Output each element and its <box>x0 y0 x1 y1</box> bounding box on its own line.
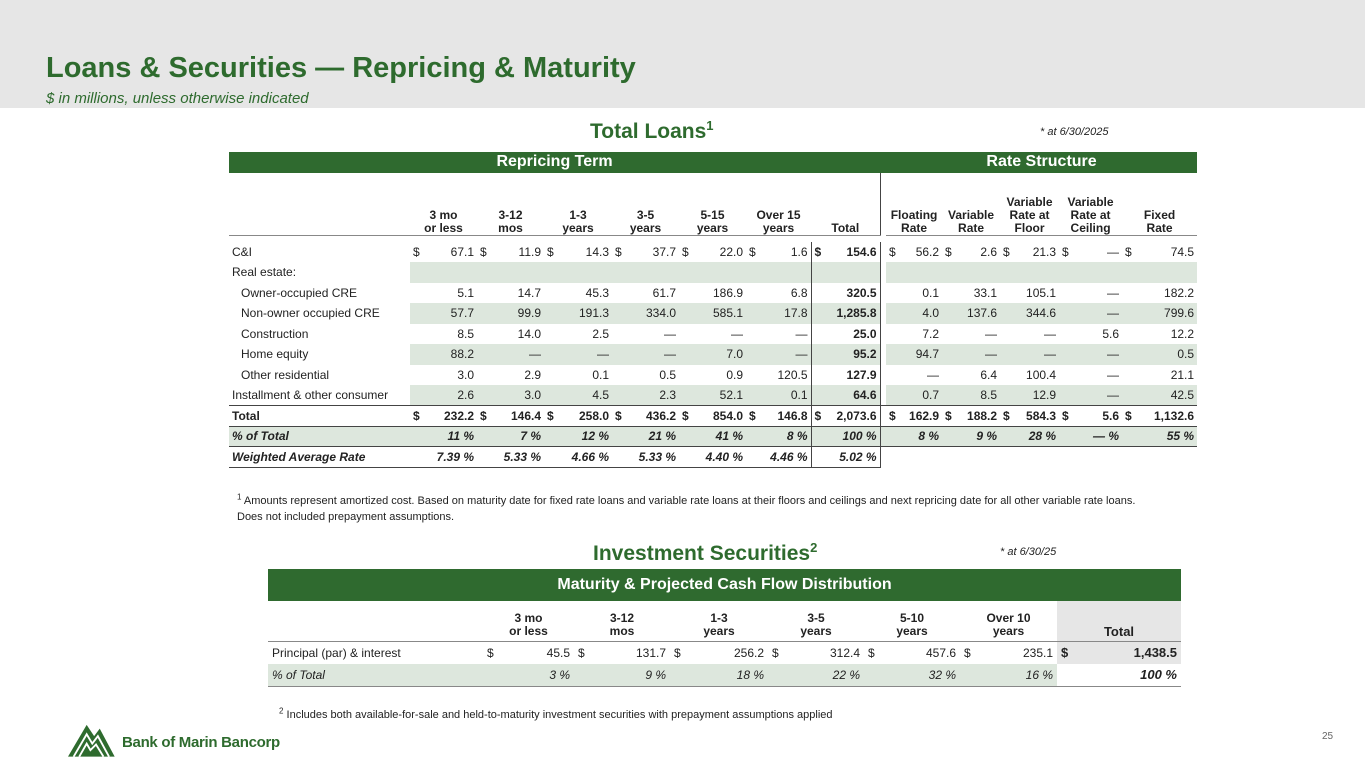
investments-table: Maturity & Projected Cash Flow Distribut… <box>268 569 1181 687</box>
table-row: % of Total 3 % 9 % 18 % 22 % 32 % 16 % 1… <box>268 664 1181 687</box>
page-number: 25 <box>1322 731 1334 742</box>
table-row: Installment & other consumer 2.6 3.0 4.5 2.… <box>229 385 1198 406</box>
repricing-term-header: Repricing Term <box>229 152 881 173</box>
inv-col-1-3yrs: 1-3 years <box>670 601 768 642</box>
loans-footnote: 1 Amounts represent amortized cost. Base… <box>237 492 1136 523</box>
weighted-avg-rate-row: Weighted Average Rate 7.39 % 5.33 % 4.66 %… <box>229 446 1198 468</box>
header-band <box>0 0 1365 108</box>
table-row: Real estate: <box>229 262 1198 283</box>
col-over15yrs: Over 15 years <box>746 172 811 236</box>
col-3-12mos: 3-12 mos <box>477 172 544 236</box>
inv-col-3mo: 3 mo or less <box>483 601 574 642</box>
table-row: Home equity 88.2— — —7.0— 95.2 94.7— — —0.5 <box>229 344 1198 365</box>
col-3-5yrs: 3-5 years <box>612 172 679 236</box>
col-3mo: 3 mo or less <box>410 172 477 236</box>
col-variable: Variable Rate <box>942 172 1001 236</box>
maturity-header: Maturity & Projected Cash Flow Distribut… <box>268 569 1181 601</box>
total-row: Total $232.2 $146.4 $258.0 $436.2 $854.0… <box>229 405 1198 427</box>
inv-col-3-12mos: 3-12 mos <box>574 601 670 642</box>
inv-col-5-10yrs: 5-10 years <box>864 601 960 642</box>
col-fixed: Fixed Rate <box>1122 172 1198 236</box>
rate-structure-header: Rate Structure <box>886 152 1198 173</box>
col-1-3yrs: 1-3 years <box>544 172 612 236</box>
loans-table: Repricing Term Rate Structure 3 mo or les… <box>229 152 1198 468</box>
pct-total-row: % of Total 11 % 7 % 12 % 21 % 41 % 8 % 100 % … <box>229 426 1198 447</box>
table-row: Other residential 3.0 2.9 0.1 0.5 0.9 120.5 1… <box>229 364 1197 385</box>
inv-col-3-5yrs: 3-5 years <box>768 601 864 642</box>
col-5-15yrs: 5-15 years <box>679 172 746 236</box>
page-title: Loans & Securities — Repricing & Maturit… <box>46 52 636 84</box>
table-row: Non-owner occupied CRE 57.7 99.9 191.3 334.… <box>229 303 1198 324</box>
investments-as-of: * at 6/30/25 <box>1000 546 1057 558</box>
page-subtitle: $ in millions, unless otherwise indicate… <box>46 90 309 107</box>
col-var-ceiling: Variable Rate at Ceiling <box>1059 172 1123 236</box>
loans-as-of: * at 6/30/2025 <box>1040 126 1109 138</box>
bank-logo-icon <box>68 724 115 758</box>
inv-col-total: Total <box>1057 601 1181 642</box>
col-var-floor: Variable Rate at Floor <box>1000 172 1060 236</box>
inv-col-over10yrs: Over 10 years <box>960 601 1057 642</box>
table-row: C&I $67.1 $11.9 $14.3 $37.7 $22.0 $1.6 $… <box>229 241 1197 262</box>
col-total: Total <box>811 172 881 236</box>
investments-title: Investment Securities2 <box>593 540 818 565</box>
col-floating: Floating Rate <box>886 172 943 236</box>
loans-title: Total Loans1 <box>590 118 714 143</box>
table-row: Owner-occupied CRE 5.1 14.7 45.3 61.7 186.9 6… <box>229 282 1197 303</box>
table-row: Principal (par) & interest $45.5 $131.7 … <box>268 641 1181 664</box>
bank-logo-text: Bank of Marin Bancorp <box>122 734 280 751</box>
investments-footnote: 2 Includes both available-for-sale and h… <box>279 706 833 721</box>
table-row: Construction 8.5 14.0 2.5— — — 25.0 7.2— —5.6… <box>229 323 1197 344</box>
